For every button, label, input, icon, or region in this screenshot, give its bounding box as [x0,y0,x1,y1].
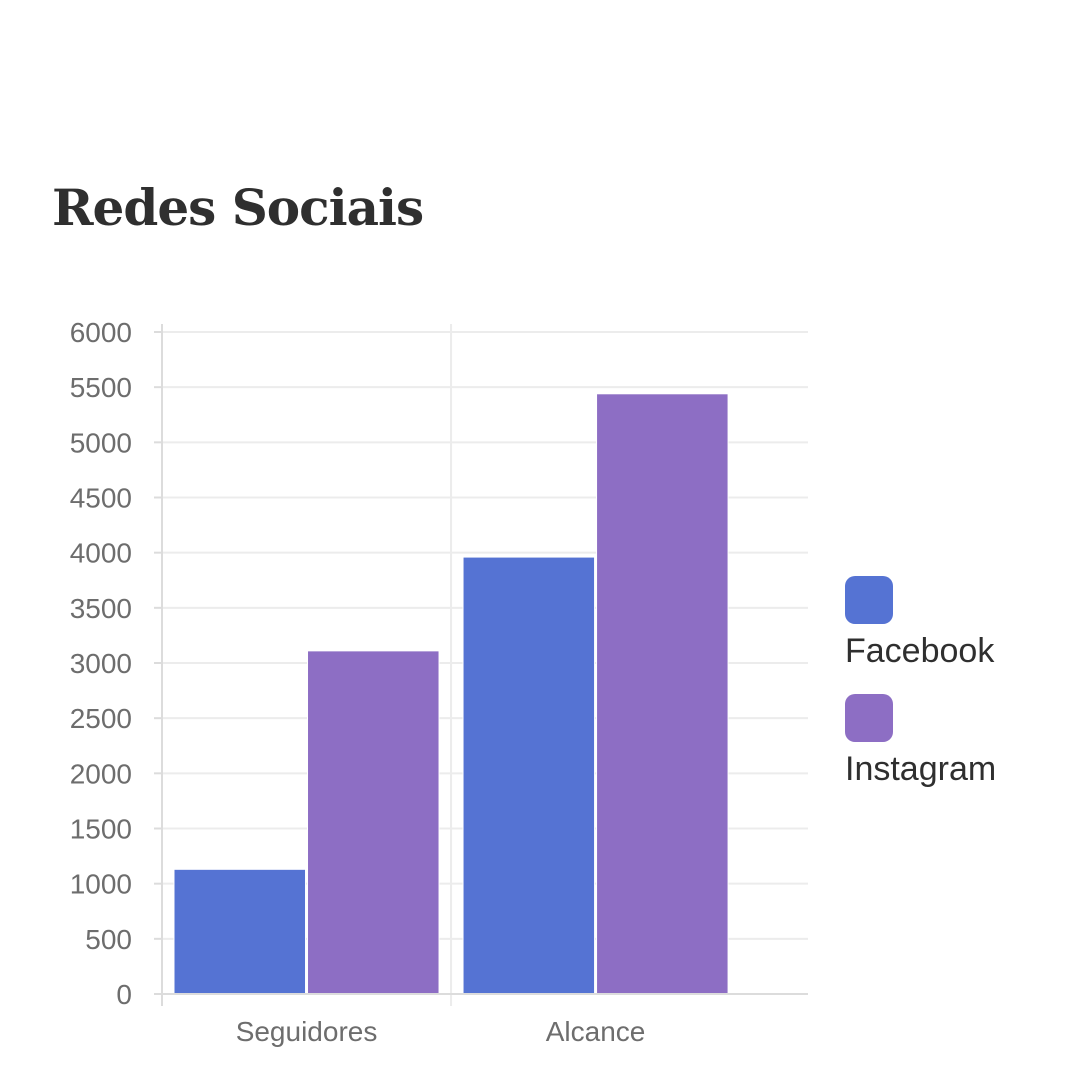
bars [173,393,729,995]
x-tick-label-alcance: Alcance [546,1016,646,1047]
legend-item-facebook[interactable]: Facebook [845,576,1065,674]
legend-item-instagram[interactable]: Instagram [845,694,1065,792]
x-tick-label-seguidores: Seguidores [236,1016,378,1047]
y-tick-label-2000: 2000 [70,758,132,789]
bar-instagram-seguidores [307,650,440,995]
y-tick-label-3000: 3000 [70,648,132,679]
y-tick-label-6000: 6000 [70,317,132,348]
y-tick-label-4500: 4500 [70,483,132,514]
legend: Facebook Instagram [845,576,1065,812]
bar-instagram-alcance [596,393,729,995]
x-axis-ticks: Seguidores Alcance [236,1016,646,1047]
y-tick-label-3500: 3500 [70,593,132,624]
legend-label-instagram: Instagram [845,750,997,788]
axes [154,324,808,1006]
legend-swatch-facebook [845,576,893,624]
y-tick-label-0: 0 [116,979,132,1010]
y-tick-label-5000: 5000 [70,427,132,458]
y-tick-label-500: 500 [85,924,132,955]
y-tick-label-4000: 4000 [70,538,132,569]
y-tick-label-5500: 5500 [70,372,132,403]
bar-facebook-seguidores [173,868,307,995]
chart-title: Redes Sociais [52,178,424,237]
y-tick-label-2500: 2500 [70,703,132,734]
y-axis-ticks: 0 500 1000 1500 2000 2500 3000 3500 4000 4500 5000… [70,317,162,1010]
legend-label-facebook: Facebook [845,632,995,670]
legend-swatch-instagram [845,694,893,742]
y-tick-label-1500: 1500 [70,814,132,845]
y-tick-label-1000: 1000 [70,869,132,900]
bar-facebook-alcance [462,556,596,995]
